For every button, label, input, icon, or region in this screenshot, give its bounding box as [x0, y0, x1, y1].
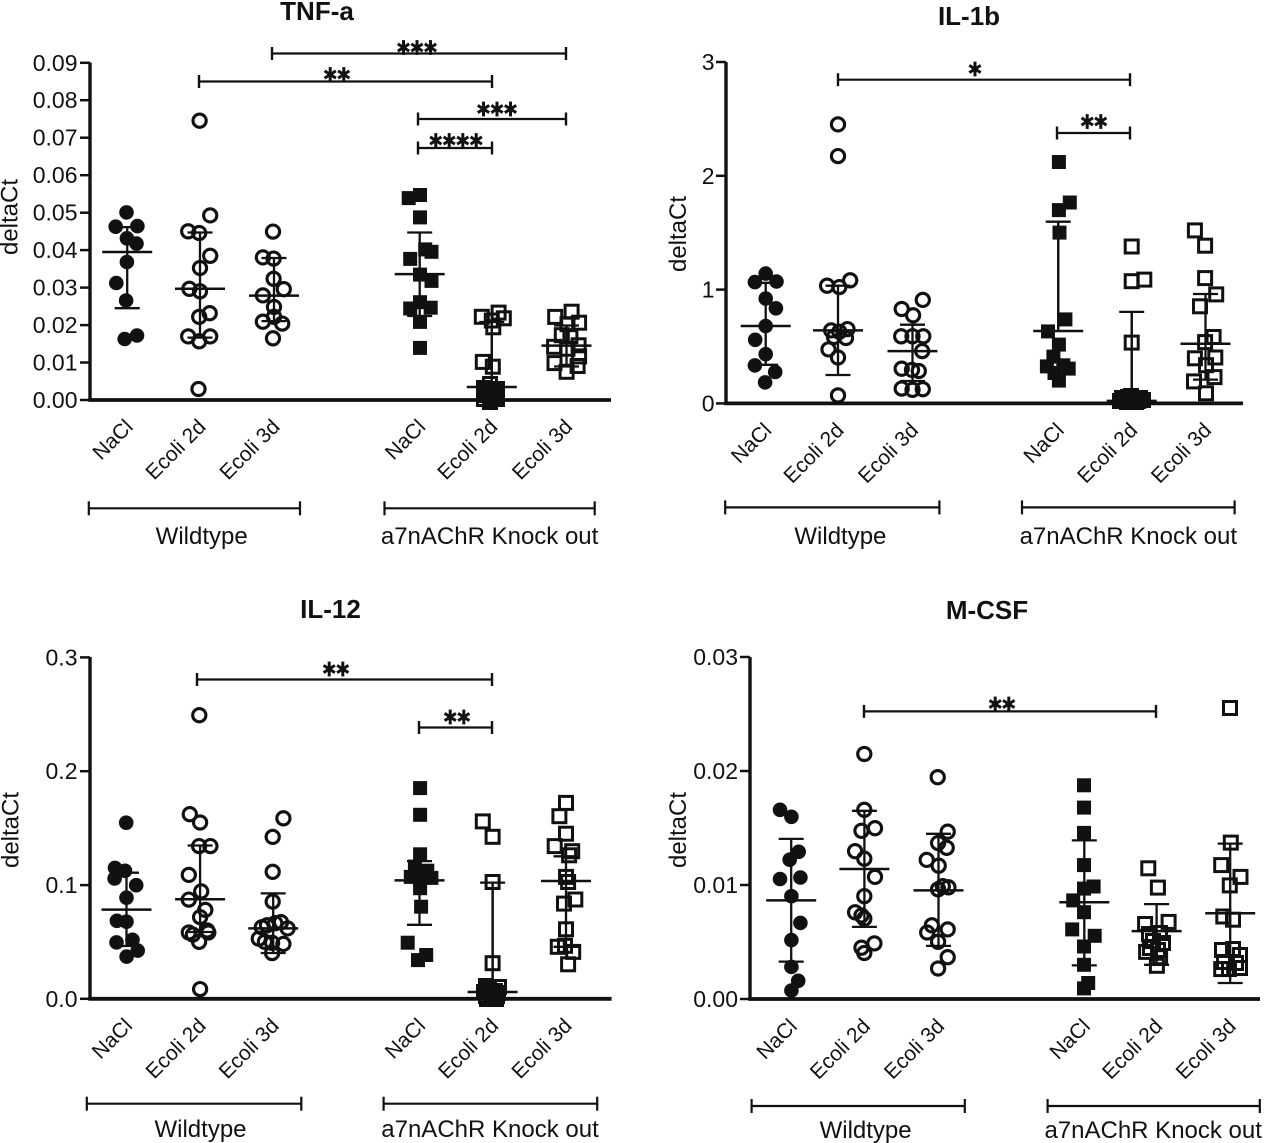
svg-text:0.07: 0.07	[33, 125, 78, 151]
svg-text:0.02: 0.02	[33, 312, 78, 338]
svg-text:a7nAChR Knock out: a7nAChR Knock out	[381, 1116, 599, 1143]
svg-text:0.04: 0.04	[33, 237, 78, 263]
svg-text:deltaCt: deltaCt	[665, 196, 692, 272]
svg-text:0.05: 0.05	[33, 200, 78, 226]
svg-text:1: 1	[702, 277, 715, 303]
svg-text:0.03: 0.03	[693, 644, 738, 670]
svg-text:0.03: 0.03	[33, 275, 78, 301]
svg-text:3: 3	[702, 49, 715, 75]
svg-text:0.01: 0.01	[33, 350, 78, 376]
svg-text:deltaCt: deltaCt	[0, 792, 25, 868]
svg-text:2: 2	[702, 163, 715, 189]
svg-text:deltaCt: deltaCt	[0, 179, 24, 255]
svg-text:deltaCt: deltaCt	[665, 792, 692, 868]
svg-text:TNF-a: TNF-a	[280, 0, 354, 26]
svg-text:0.08: 0.08	[33, 87, 78, 113]
svg-text:a7nAChR Knock out: a7nAChR Knock out	[381, 523, 599, 550]
svg-text:Wildtype: Wildtype	[820, 1117, 912, 1143]
svg-text:IL-1b: IL-1b	[938, 1, 1000, 31]
svg-text:Wildtype: Wildtype	[154, 1116, 246, 1143]
svg-text:a7nAChR Knock out: a7nAChR Knock out	[1020, 523, 1238, 550]
svg-text:IL-12: IL-12	[300, 594, 361, 624]
svg-text:Wildtype: Wildtype	[794, 523, 886, 550]
svg-text:0.2: 0.2	[46, 758, 78, 784]
svg-text:0.09: 0.09	[33, 50, 78, 76]
svg-text:Wildtype: Wildtype	[156, 523, 248, 550]
svg-text:0.06: 0.06	[33, 162, 78, 188]
svg-text:0: 0	[702, 390, 715, 416]
svg-text:0.01: 0.01	[693, 872, 738, 898]
svg-text:0.3: 0.3	[46, 644, 78, 670]
svg-text:a7nAChR Knock out: a7nAChR Knock out	[1044, 1117, 1262, 1143]
svg-text:0.0: 0.0	[46, 986, 78, 1012]
svg-text:0.1: 0.1	[46, 872, 78, 898]
svg-text:0.00: 0.00	[33, 387, 78, 413]
svg-text:M-CSF: M-CSF	[946, 595, 1028, 625]
svg-text:0.00: 0.00	[693, 986, 738, 1012]
svg-text:0.02: 0.02	[693, 758, 738, 784]
